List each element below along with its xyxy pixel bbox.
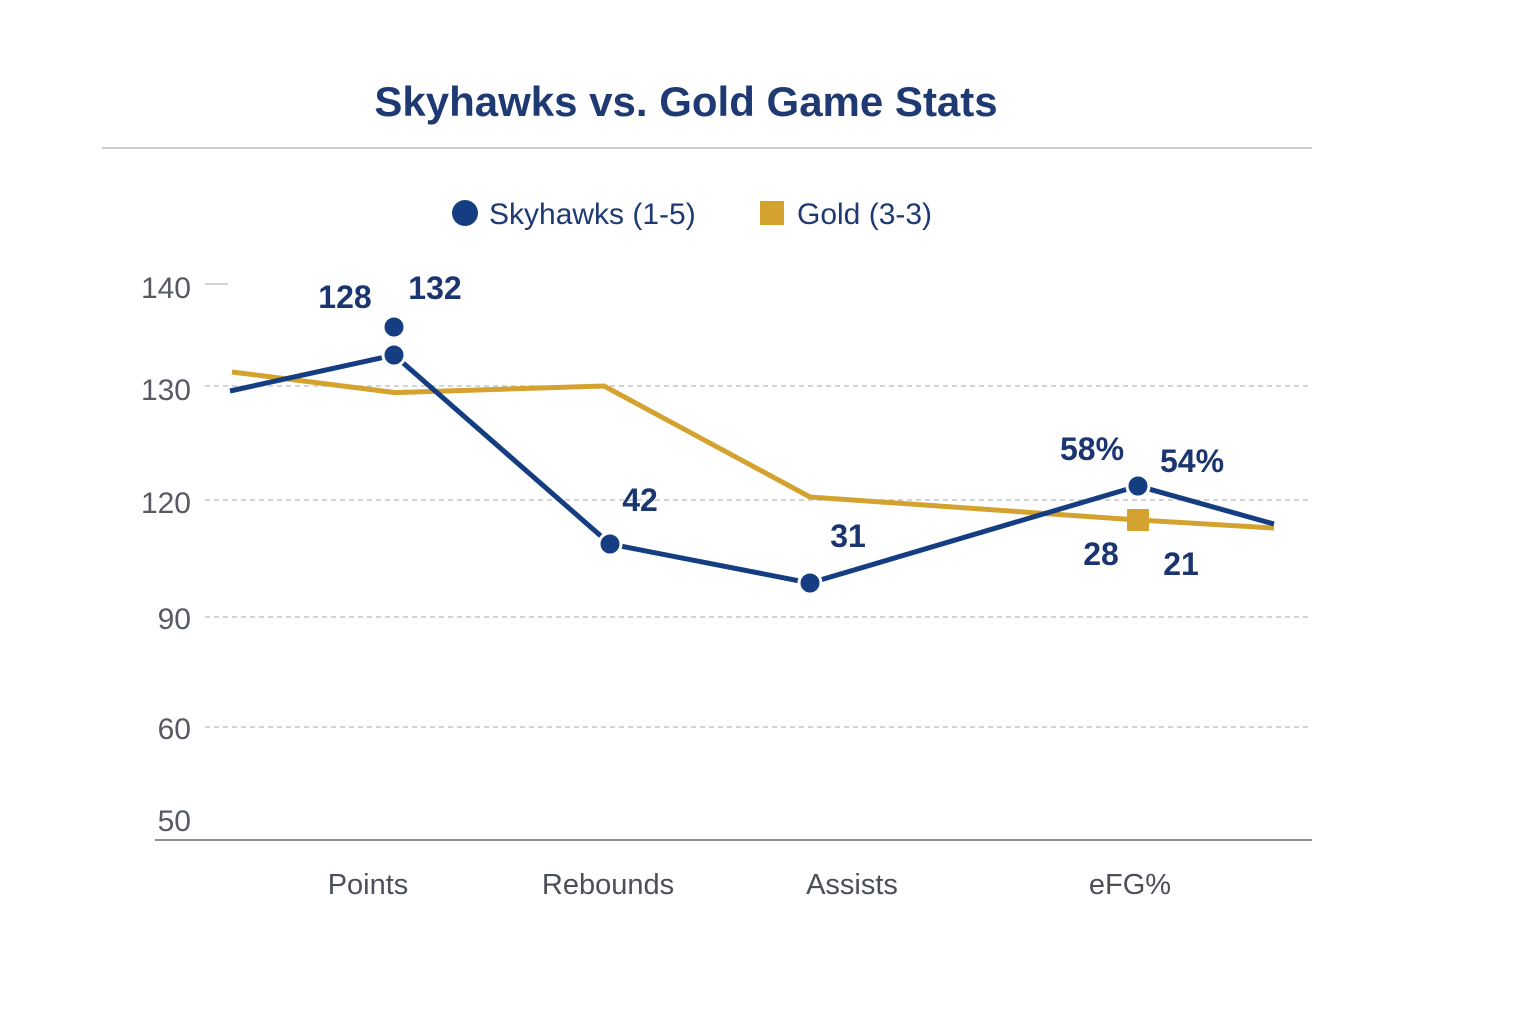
data-point-gold-points [381, 314, 407, 340]
data-label: 54% [1160, 443, 1224, 479]
data-label: 58% [1060, 431, 1124, 467]
data-label: 42 [622, 482, 658, 518]
data-label: 128 [318, 279, 371, 315]
data-label: 132 [408, 270, 461, 306]
data-point-skyhawks [1125, 473, 1151, 499]
legend-label-skyhawks: Skyhawks (1-5) [489, 198, 696, 231]
y-axis-ticks: 140 130 120 90 60 50 [141, 272, 191, 838]
x-tick-label: eFG% [1089, 869, 1171, 901]
x-tick-label: Points [328, 869, 409, 901]
y-tick-label: 60 [158, 713, 191, 746]
series-line-gold [231, 369, 1275, 531]
data-point-skyhawks [797, 570, 823, 596]
data-labels: 128 132 42 31 58% 54% 28 21 [318, 270, 1224, 582]
data-point-gold [1127, 509, 1149, 531]
y-tick-label: 90 [158, 603, 191, 636]
data-point-skyhawks [381, 342, 407, 368]
y-tick-label: 130 [141, 374, 191, 407]
x-tick-label: Rebounds [542, 869, 674, 901]
chart-title: Skyhawks vs. Gold Game Stats [374, 78, 997, 125]
data-point-skyhawks [597, 531, 623, 557]
series-layer [229, 314, 1275, 596]
y-tick-label: 140 [141, 272, 191, 305]
series-line-skyhawks [229, 352, 1275, 586]
data-label: 21 [1163, 546, 1199, 582]
y-tick-label: 50 [158, 805, 191, 838]
legend-marker-gold [760, 201, 784, 225]
legend-marker-skyhawks [452, 200, 478, 226]
grid [205, 283, 1310, 728]
data-label: 28 [1083, 536, 1119, 572]
y-tick-label: 120 [141, 487, 191, 520]
legend: Skyhawks (1-5) Gold (3-3) [452, 198, 932, 231]
legend-label-gold: Gold (3-3) [797, 198, 932, 231]
x-axis-labels: Points Rebounds Assists eFG% [328, 869, 1171, 901]
data-label: 31 [830, 518, 866, 554]
x-tick-label: Assists [806, 869, 898, 901]
